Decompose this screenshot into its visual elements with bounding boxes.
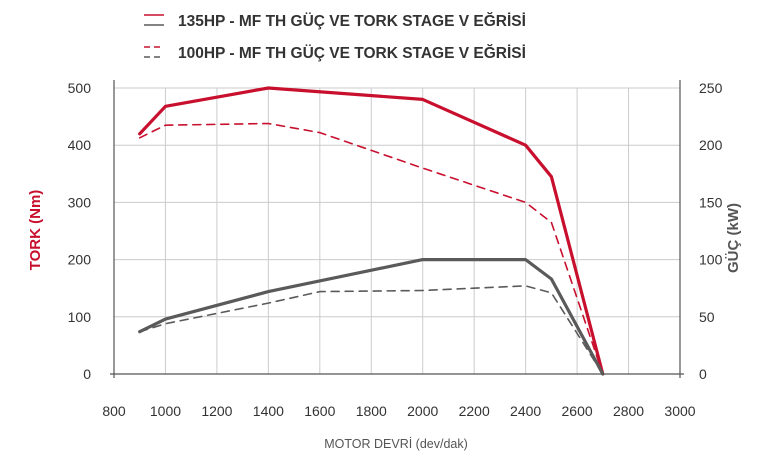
x-tick-label: 800	[102, 403, 126, 419]
torque-dashed-line	[138, 122, 604, 375]
y-tick-label-right: 100	[699, 252, 723, 268]
y-tick-label-right: 200	[699, 137, 723, 153]
series-lines	[138, 86, 605, 376]
x-tick-label: 2000	[407, 403, 438, 419]
y-tick-label-left: 300	[68, 194, 92, 210]
power-solid-line	[138, 258, 605, 376]
x-tick-label: 2400	[510, 403, 541, 419]
y-tick-label-right: 250	[699, 80, 723, 96]
grid	[114, 87, 680, 374]
x-tick-label: 2200	[459, 403, 490, 419]
x-tick-label: 1600	[304, 403, 335, 419]
y-tick-label-left: 0	[83, 366, 91, 382]
power-dashed-line	[138, 285, 604, 375]
y-tick-label-left: 400	[68, 137, 92, 153]
legend-label: 135HP - MF TH GÜÇ VE TORK STAGE V EĞRİSİ	[178, 12, 526, 30]
y-tick-label-right: 150	[699, 194, 723, 210]
y-tick-label-right: 0	[699, 366, 707, 382]
x-tick-label: 3000	[664, 403, 695, 419]
torque-solid-line	[138, 86, 605, 376]
y-axis-label-right: GÜÇ (kW)	[725, 203, 742, 273]
x-axis-label: MOTOR DEVRİ (dev/dak)	[324, 437, 468, 451]
axes	[110, 80, 684, 378]
y-axis-label-left: TORK (Nm)	[27, 190, 44, 271]
tick-labels: 800 1000 1200 1400 1600 1800 2000 2200 2400 2600 2…	[68, 80, 723, 419]
y-tick-label-right: 50	[699, 309, 715, 325]
x-tick-label: 1400	[253, 403, 284, 419]
legend-label: 100HP - MF TH GÜÇ VE TORK STAGE V EĞRİSİ	[178, 44, 526, 62]
x-tick-label: 2800	[613, 403, 644, 419]
legend: 135HP - MF TH GÜÇ VE TORK STAGE V EĞRİSİ…	[144, 12, 526, 62]
x-tick-label: 1800	[356, 403, 387, 419]
x-tick-label: 2600	[562, 403, 593, 419]
y-tick-label-left: 200	[68, 252, 92, 268]
y-tick-label-left: 500	[68, 80, 92, 96]
y-tick-label-left: 100	[68, 309, 92, 325]
x-tick-label: 1200	[201, 403, 232, 419]
x-tick-label: 1000	[150, 403, 181, 419]
